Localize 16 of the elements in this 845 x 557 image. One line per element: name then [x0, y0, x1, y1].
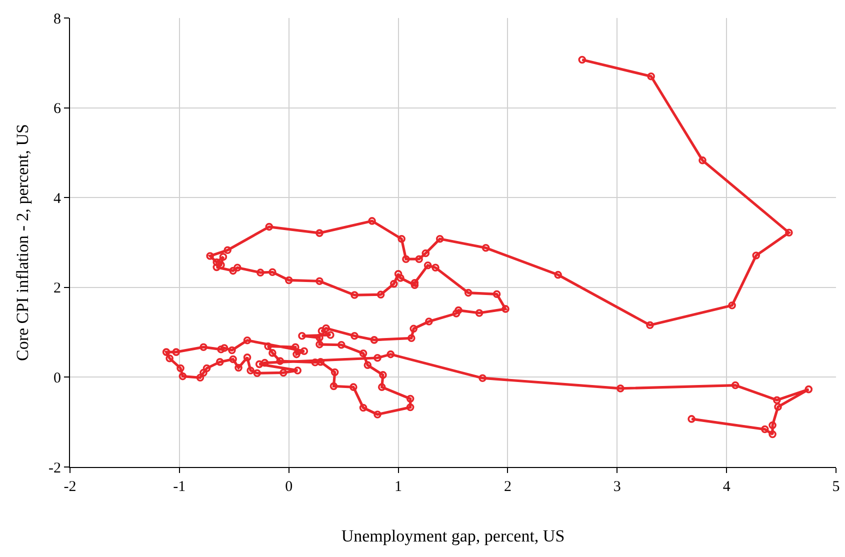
y-tick-label: 4 — [54, 190, 62, 207]
x-tick-label: 0 — [285, 479, 293, 495]
x-tick-label: 5 — [832, 479, 840, 495]
y-tick-label: -2 — [48, 460, 61, 476]
x-tick-label: 3 — [613, 479, 621, 495]
y-axis-title: Core CPI inflation - 2, percent, US — [13, 124, 32, 362]
x-tick-label: 2 — [504, 479, 512, 495]
x-tick-label: -1 — [173, 479, 186, 495]
y-tick-label: 6 — [54, 101, 62, 118]
y-tick-label: 8 — [54, 11, 61, 28]
x-tick-label: 1 — [394, 479, 402, 495]
y-tick-label: 0 — [54, 370, 61, 386]
x-tick-label: -2 — [64, 479, 76, 495]
x-axis-title: Unemployment gap, percent, US — [341, 526, 565, 546]
y-tick-label: 2 — [54, 280, 61, 297]
x-tick-label: 4 — [722, 479, 731, 495]
